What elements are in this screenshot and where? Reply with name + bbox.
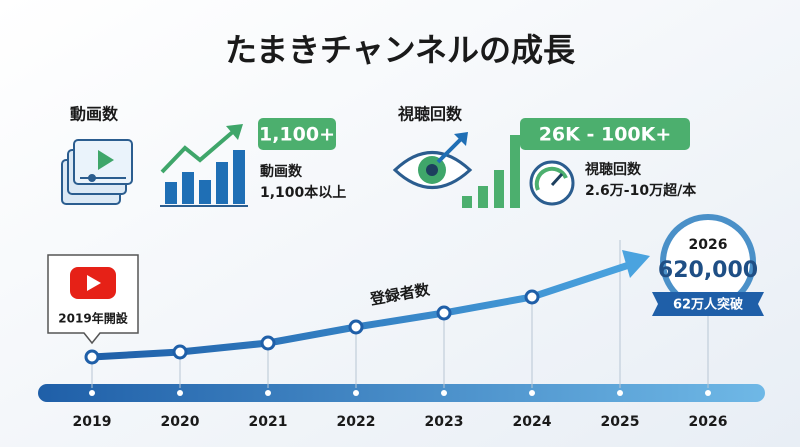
year-dot (441, 390, 447, 396)
videos-detail: 1,100本以上 (260, 184, 346, 201)
year-dot (177, 390, 183, 396)
year-dot (353, 390, 359, 396)
year-dot (705, 390, 711, 396)
year-label: 2020 (161, 414, 200, 430)
year-label: 2023 (425, 414, 464, 430)
year-label: 2021 (249, 414, 288, 430)
year-label: 2025 (601, 414, 640, 430)
year-label: 2024 (513, 414, 552, 430)
year-label: 2026 (689, 414, 728, 430)
title: たまきチャンネルの成長 (225, 31, 576, 69)
line-arrow (622, 250, 650, 278)
year-dot (265, 390, 271, 396)
year-label: 2022 (337, 414, 376, 430)
timeline-bar (38, 384, 765, 402)
goal-value: 620,000 (658, 258, 758, 283)
videos-label: 動画数 (260, 163, 303, 180)
video-icon (61, 139, 133, 205)
year-dot (529, 390, 535, 396)
views-detail: 2.6万-10万超/本 (585, 182, 697, 199)
videos-badge-text: 1,100+ (259, 124, 335, 146)
year-dot (617, 390, 623, 396)
goal-badge (652, 214, 764, 316)
start-callout (47, 254, 139, 345)
growth-bars-icon (160, 124, 248, 207)
year-label: 2019 (73, 414, 112, 430)
year-dot (89, 390, 95, 396)
views-badge-text: 26K - 100K+ (539, 124, 672, 146)
line-points (84, 289, 540, 365)
videos-badge (258, 118, 336, 150)
gauge-icon (529, 160, 575, 206)
goal-ribbon: 62万人突破 (673, 297, 743, 313)
views-badge (520, 118, 690, 150)
eye-icon (392, 132, 473, 189)
views-label: 視聴回数 (584, 161, 642, 178)
views-heading: 視聴回数 (397, 105, 463, 124)
goal-year: 2026 (689, 237, 728, 253)
start-label: 2019年開設 (58, 311, 128, 326)
videos-heading: 動画数 (70, 105, 119, 124)
views-bars-icon (462, 135, 520, 208)
